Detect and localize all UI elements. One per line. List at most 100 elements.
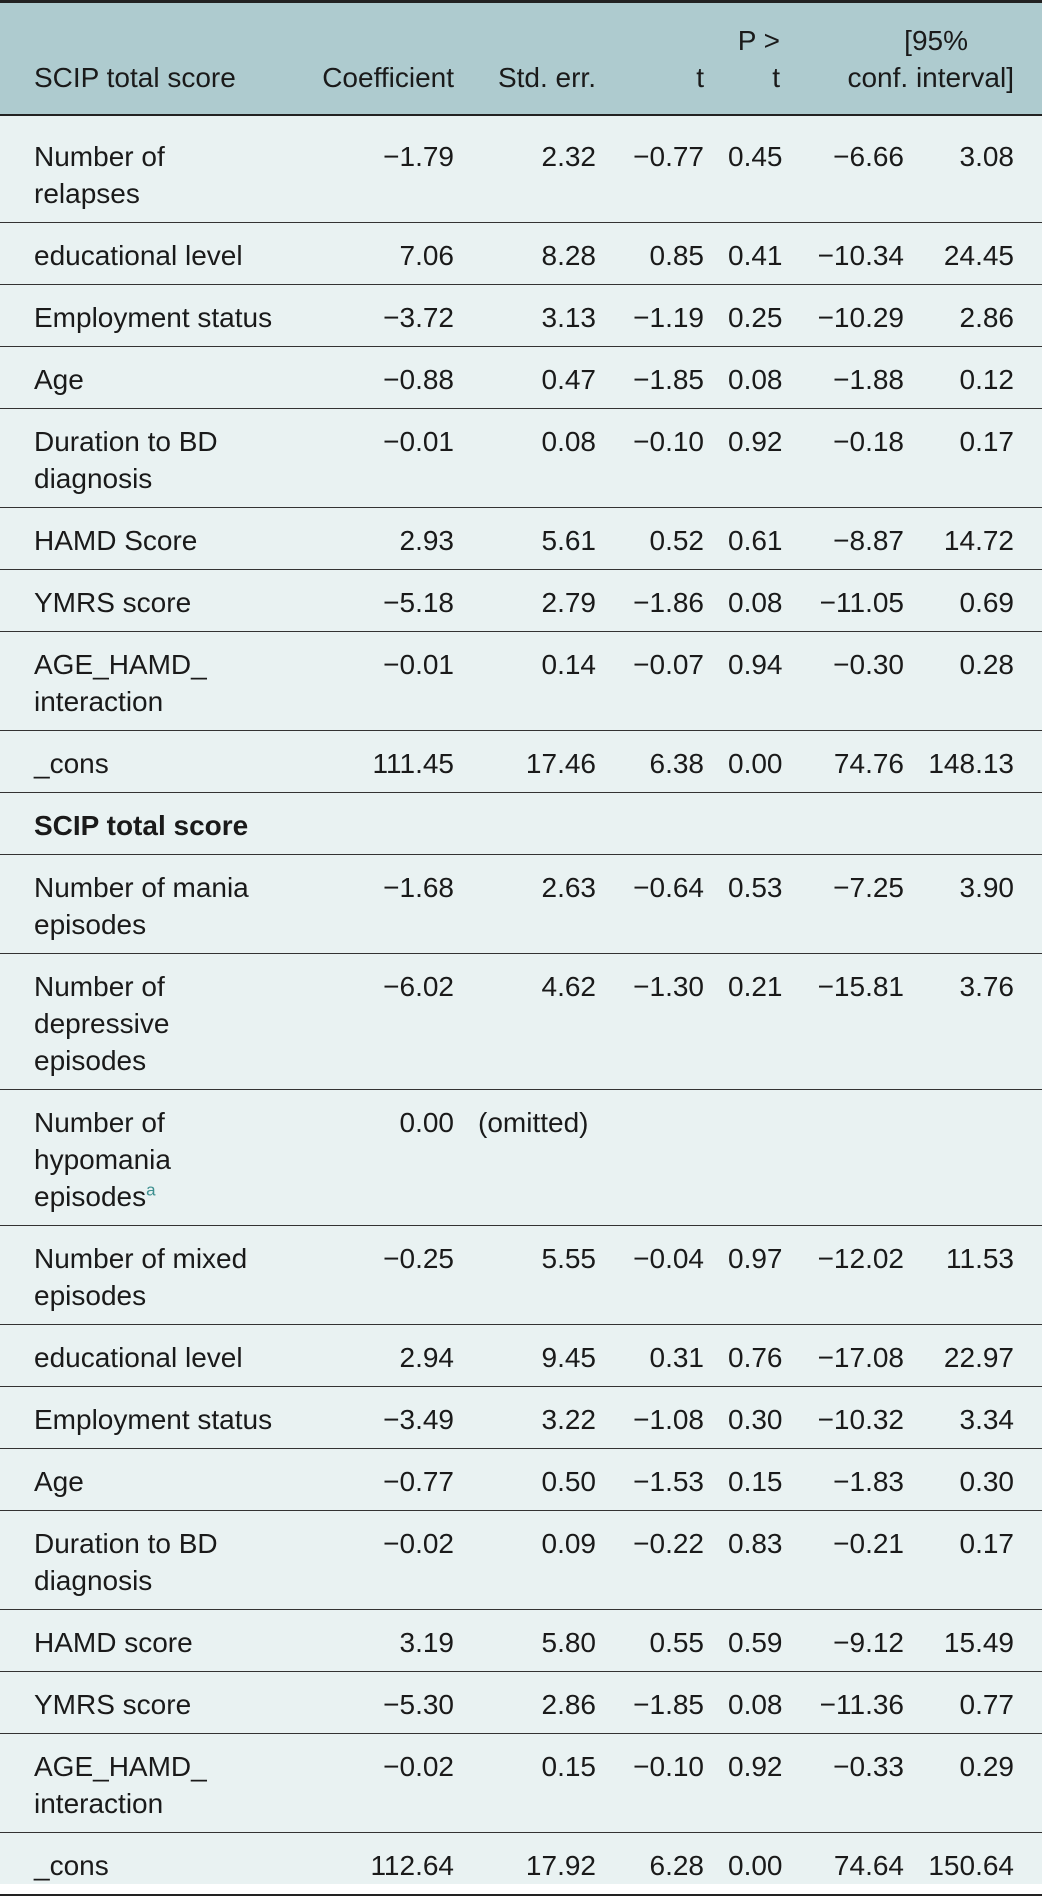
ci-high-cell: 0.28: [916, 631, 1042, 731]
std-err-cell: 0.15: [466, 1733, 608, 1833]
ci-low-cell: −11.05: [792, 569, 916, 632]
coefficient-cell: [290, 792, 466, 855]
ci-high-cell: 3.34: [916, 1386, 1042, 1449]
std-err-cell: 4.62: [466, 953, 608, 1090]
table-row: Number of mixed episodes −0.25 5.55 −0.04 0.…: [0, 1225, 1042, 1325]
header-std-err: Std. err.: [466, 0, 608, 116]
p-cell: [716, 792, 792, 855]
std-err-cell: 5.61: [466, 507, 608, 570]
p-cell: 0.45: [716, 114, 792, 223]
row-label-cell: _cons: [0, 730, 290, 793]
row-label-cell: educational level: [0, 1324, 290, 1387]
p-cell: 0.53: [716, 854, 792, 954]
table-row: AGE_HAMD_ interaction −0.02 0.15 −0.10 0.92−…: [0, 1733, 1042, 1833]
row-label: Employment status: [34, 301, 273, 333]
t-cell: −0.04: [608, 1225, 716, 1325]
header-conf-interval: [95% conf. interval]: [792, 0, 1042, 116]
std-err-cell: [466, 792, 608, 855]
coefficient-cell: −0.77: [290, 1448, 466, 1511]
t-cell: −1.86: [608, 569, 716, 632]
table-header: SCIP total score Coefficient Std. err. t…: [0, 0, 1042, 116]
row-label-cell: SCIP total score: [0, 792, 290, 855]
t-cell: −1.53: [608, 1448, 716, 1511]
ci-high-cell: 0.29: [916, 1733, 1042, 1833]
ci-high-cell: 22.97: [916, 1324, 1042, 1387]
std-err-cell: 3.22: [466, 1386, 608, 1449]
ci-high-cell: 24.45: [916, 222, 1042, 285]
t-cell: −1.19: [608, 284, 716, 347]
coefficient-cell: 0.00: [290, 1089, 466, 1226]
row-label: HAMD Score: [34, 524, 198, 556]
ci-low-cell: −10.34: [792, 222, 916, 285]
row-label: YMRS score: [34, 586, 192, 618]
ci-low-cell: −7.25: [792, 854, 916, 954]
ci-high-cell: 3.08: [916, 114, 1042, 223]
std-err-cell: 9.45: [466, 1324, 608, 1387]
row-label: HAMD score: [34, 1626, 193, 1658]
coefficient-cell: −3.72: [290, 284, 466, 347]
row-label-cell: educational level: [0, 222, 290, 285]
row-label-cell: Age: [0, 1448, 290, 1511]
row-label: SCIP total score: [34, 809, 249, 841]
ci-low-cell: [792, 792, 916, 855]
row-label-cell: Employment status: [0, 284, 290, 347]
std-err-cell: 3.13: [466, 284, 608, 347]
table-row: HAMD Score 2.93 5.61 0.52 0.61 −8.87 14.72: [0, 507, 1042, 570]
row-label: AGE_HAMD_ interaction: [34, 1750, 207, 1819]
ci-low-cell: −0.21: [792, 1510, 916, 1610]
table-body: Number of relapses −1.79 2.32 −0.77 0.45 −6.6…: [0, 114, 1042, 1896]
t-cell: [608, 792, 716, 855]
coefficient-cell: −0.25: [290, 1225, 466, 1325]
coefficient-cell: −6.02: [290, 953, 466, 1090]
row-label: educational level: [34, 239, 243, 271]
ci-high-cell: 3.90: [916, 854, 1042, 954]
ci-high-cell: 148.13: [916, 730, 1042, 793]
ci-high-cell: 3.76: [916, 953, 1042, 1090]
row-label: Number of depressive episodes: [34, 970, 170, 1076]
ci-low-cell: −17.08: [792, 1324, 916, 1387]
std-err-cell: 2.79: [466, 569, 608, 632]
row-label-cell: Duration to BD diagnosis: [0, 408, 290, 508]
std-err-cell: (omitted): [466, 1089, 608, 1226]
p-cell: 0.15: [716, 1448, 792, 1511]
row-label-cell: Duration to BD diagnosis: [0, 1510, 290, 1610]
p-cell: 0.21: [716, 953, 792, 1090]
header-p: P > t: [716, 0, 792, 116]
table-row: Number of relapses −1.79 2.32 −0.77 0.45 −6.6…: [0, 114, 1042, 223]
coefficient-cell: −0.88: [290, 346, 466, 409]
t-cell: 6.28: [608, 1832, 716, 1896]
row-label-cell: Number of hypomania episodesa: [0, 1089, 290, 1226]
row-label: Duration to BD diagnosis: [34, 1527, 218, 1596]
ci-high-cell: [916, 792, 1042, 855]
row-label: Employment status: [34, 1403, 273, 1435]
std-err-cell: 0.14: [466, 631, 608, 731]
header-outcome: SCIP total score: [0, 0, 290, 116]
coefficient-cell: −0.02: [290, 1510, 466, 1610]
row-label-cell: YMRS score: [0, 569, 290, 632]
ci-low-cell: −10.32: [792, 1386, 916, 1449]
table-row: YMRS score −5.18 2.79 −1.86 0.08 −11.05 0.69: [0, 569, 1042, 632]
row-label: Age: [34, 1465, 84, 1497]
ci-high-cell: 14.72: [916, 507, 1042, 570]
coefficient-cell: 111.45: [290, 730, 466, 793]
table-row: YMRS score −5.30 2.86 −1.85 0.08 −11.36 0.77: [0, 1671, 1042, 1734]
coefficient-cell: −5.30: [290, 1671, 466, 1734]
std-err-cell: 0.08: [466, 408, 608, 508]
row-label: Number of hypomania episodes: [34, 1106, 171, 1212]
table-row: Duration to BD diagnosis −0.02 0.09 −0.22 0.…: [0, 1510, 1042, 1610]
row-label: _cons: [34, 1849, 109, 1881]
table-row: Number of depressive episodes −6.02 4.62 −1…: [0, 953, 1042, 1090]
header-conf-interval-line2: conf. interval]: [847, 61, 1014, 93]
row-label: Duration to BD diagnosis: [34, 425, 218, 494]
row-label: _cons: [34, 747, 109, 779]
ci-high-cell: [916, 1089, 1042, 1226]
coefficient-cell: 3.19: [290, 1609, 466, 1672]
p-cell: 0.61: [716, 507, 792, 570]
p-cell: [716, 1089, 792, 1226]
std-err-cell: 5.55: [466, 1225, 608, 1325]
std-err-cell: 17.46: [466, 730, 608, 793]
row-label-cell: Number of relapses: [0, 114, 290, 223]
table-row: educational level 2.94 9.45 0.31 0.76 −17.08 2…: [0, 1324, 1042, 1387]
coefficient-cell: 7.06: [290, 222, 466, 285]
ci-high-cell: 0.17: [916, 408, 1042, 508]
